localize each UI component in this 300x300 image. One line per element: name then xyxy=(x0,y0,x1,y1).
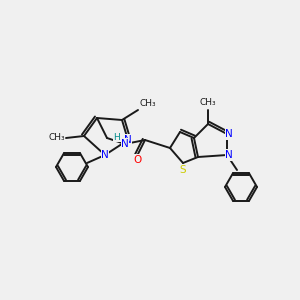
Text: N: N xyxy=(101,150,109,160)
Text: N: N xyxy=(225,129,233,139)
Text: N: N xyxy=(121,139,129,149)
Text: H: H xyxy=(114,133,120,142)
Text: CH₃: CH₃ xyxy=(200,98,216,107)
Text: CH₃: CH₃ xyxy=(48,134,65,142)
Text: O: O xyxy=(133,155,141,165)
Text: CH₃: CH₃ xyxy=(139,99,156,108)
Text: N: N xyxy=(124,135,132,145)
Text: S: S xyxy=(180,165,186,175)
Text: N: N xyxy=(225,150,233,160)
